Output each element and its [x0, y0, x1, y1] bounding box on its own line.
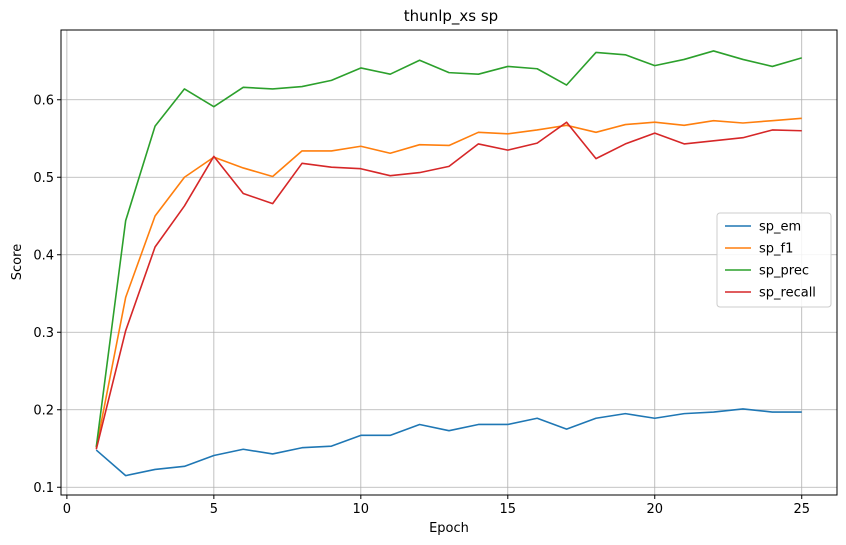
series-group [95, 50, 802, 477]
legend-label: sp_prec [759, 264, 809, 279]
legend: sp_em sp_f1 sp_prec sp_recall [716, 212, 832, 308]
y-tick-label: 0.6 [33, 93, 54, 108]
x-tick-label: 25 [793, 502, 810, 517]
y-tick-label: 0.4 [33, 248, 54, 263]
series-line-sp-recall [95, 121, 802, 450]
chart-title: thunlp_xs sp [404, 7, 498, 26]
x-tick-label: 15 [500, 502, 517, 517]
x-axis-ticks: 0 5 10 15 20 25 [63, 495, 810, 517]
y-tick-label: 0.3 [33, 326, 54, 341]
legend-label: sp_f1 [759, 242, 793, 257]
legend-label: sp_recall [759, 286, 816, 301]
series-line-sp-f1 [95, 117, 802, 448]
x-tick-label: 0 [63, 502, 71, 517]
x-tick-label: 20 [646, 502, 663, 517]
y-tick-label: 0.2 [33, 403, 54, 418]
x-axis-label: Epoch [429, 521, 469, 536]
plot-frame [60, 29, 838, 496]
legend-label: sp_em [759, 220, 801, 235]
x-tick-label: 5 [210, 502, 218, 517]
y-tick-label: 0.5 [33, 171, 54, 186]
series-line-sp-prec [95, 50, 802, 448]
y-tick-label: 0.1 [33, 481, 54, 496]
x-tick-label: 10 [353, 502, 370, 517]
series-line-sp-em [95, 408, 802, 477]
y-axis-ticks: 0.1 0.2 0.3 0.4 0.5 0.6 [33, 93, 61, 496]
legend-box [716, 212, 832, 308]
y-axis-label: Score [10, 244, 25, 280]
